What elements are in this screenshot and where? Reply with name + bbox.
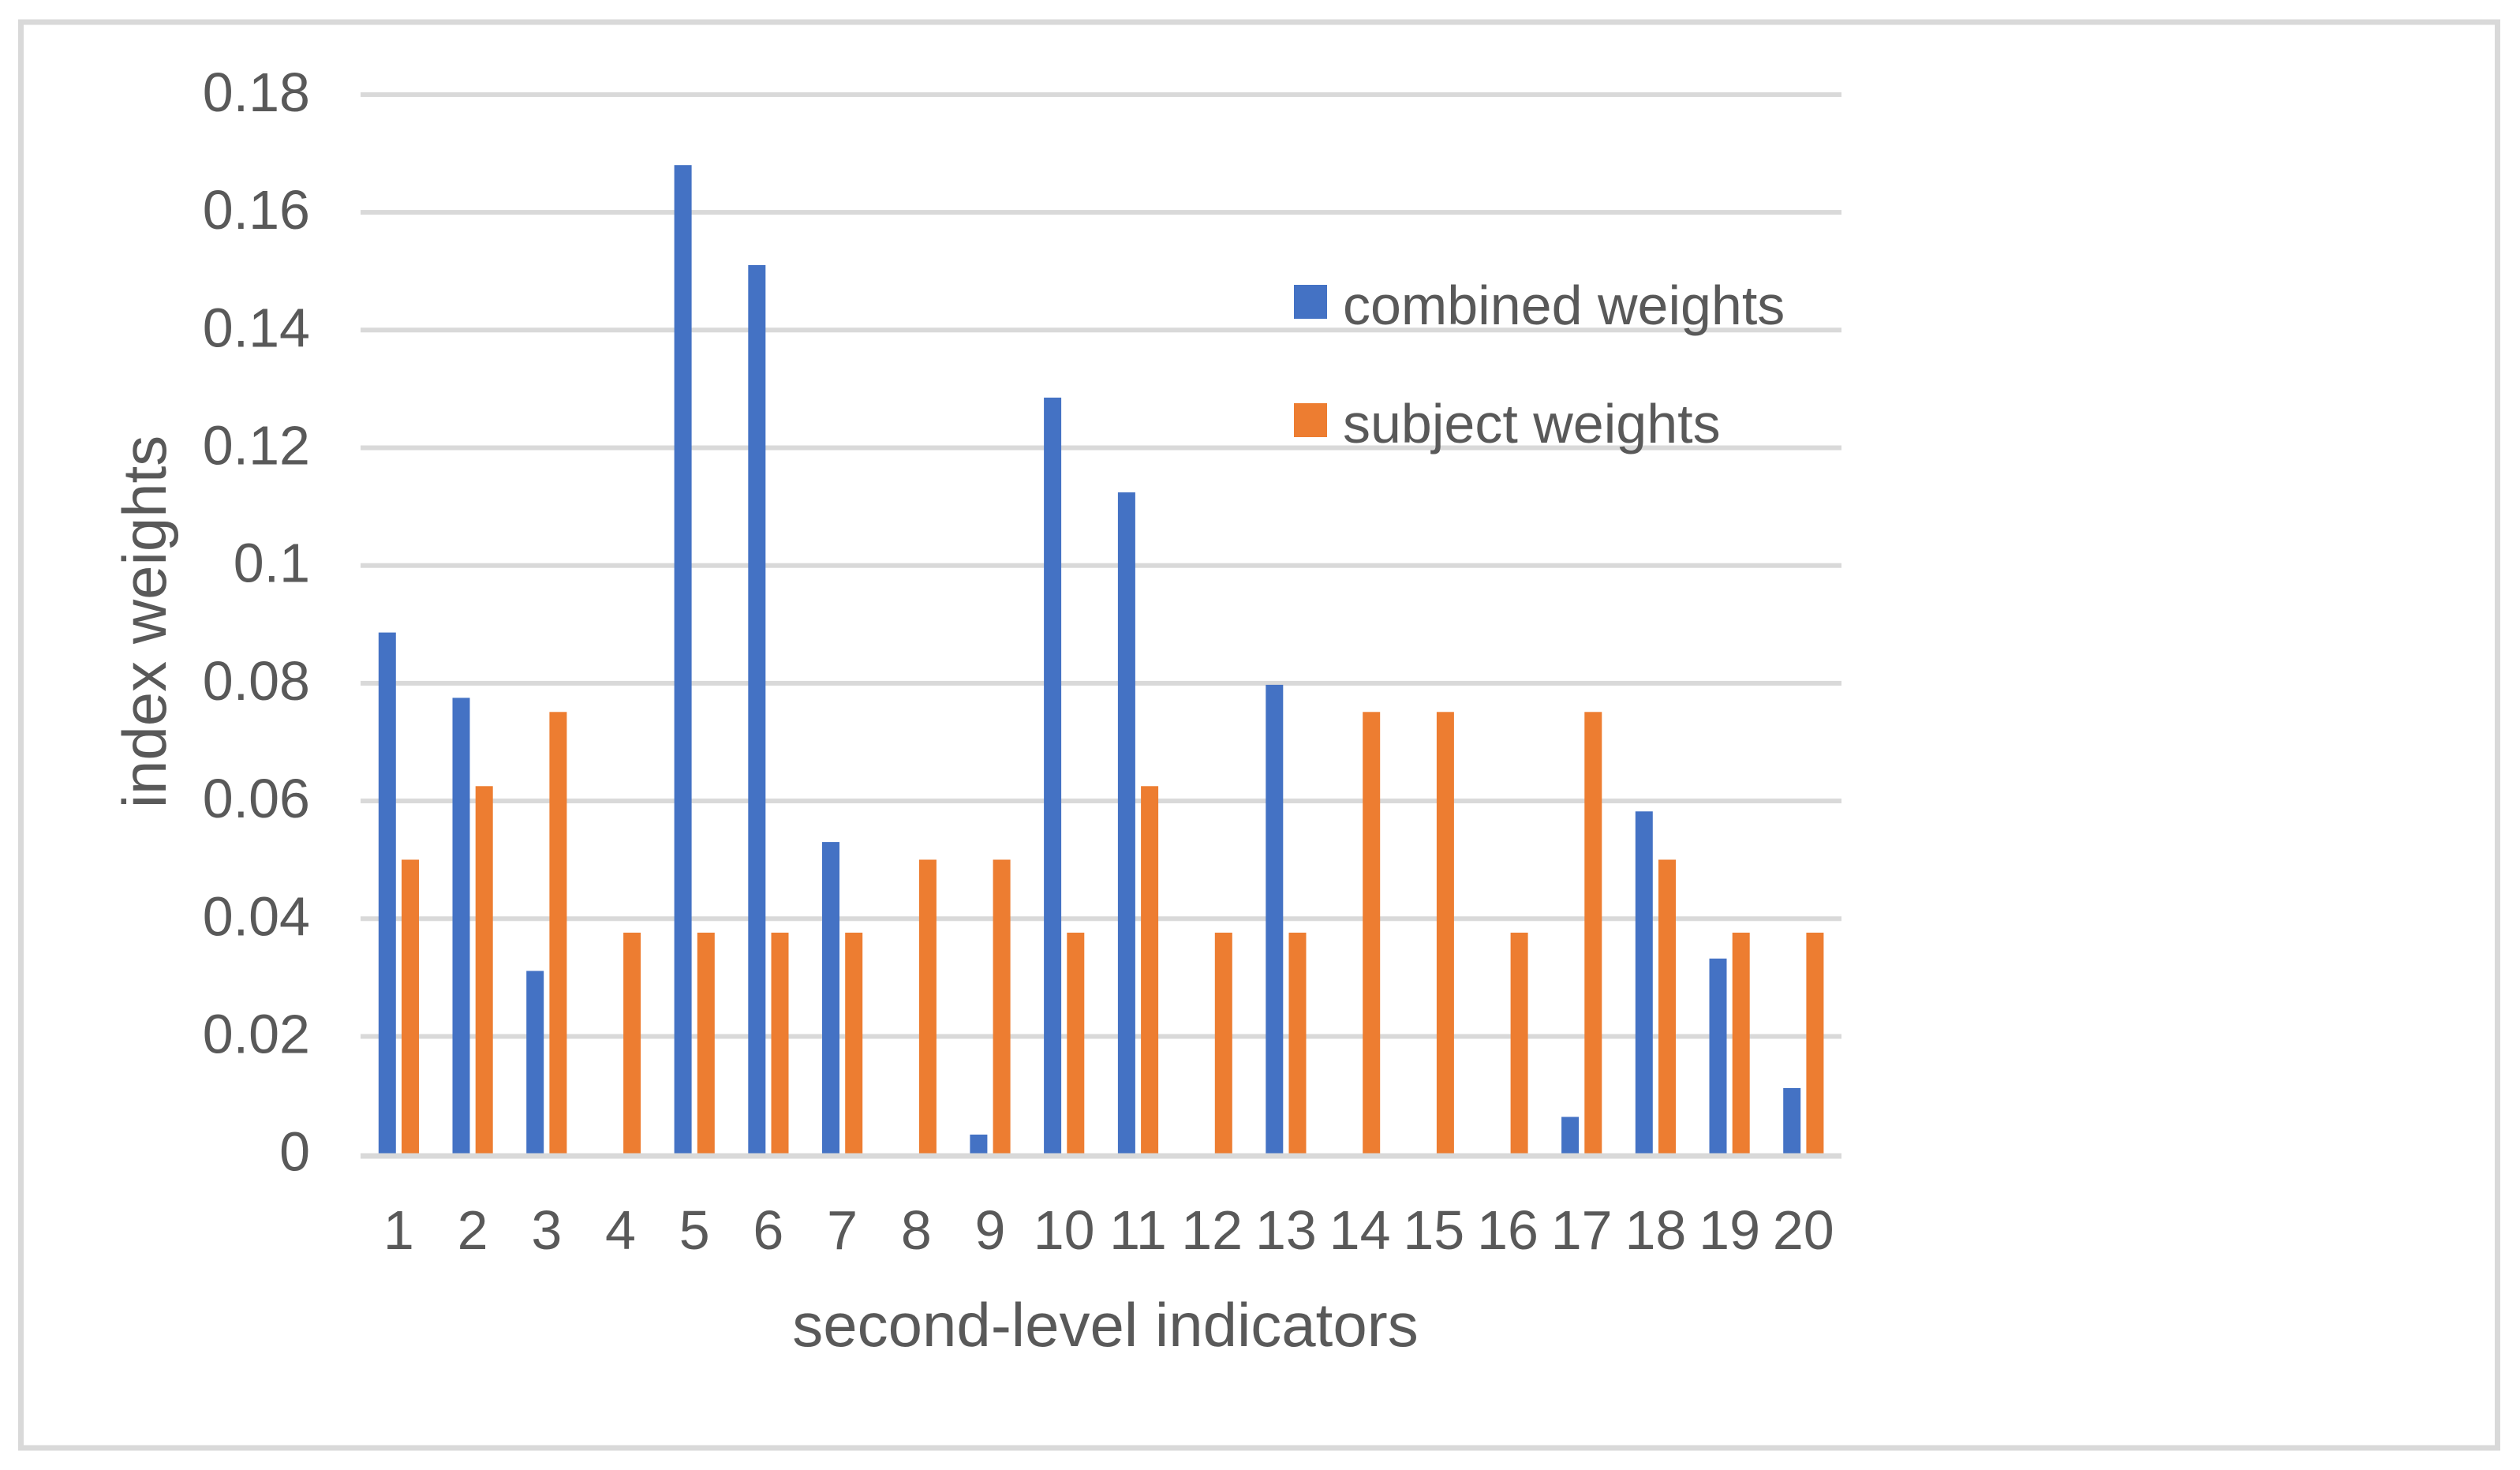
svg-text:0: 0 — [279, 1121, 310, 1183]
svg-text:11: 11 — [1109, 1199, 1167, 1261]
svg-text:2: 2 — [458, 1199, 488, 1261]
svg-text:0.02: 0.02 — [203, 1004, 310, 1065]
svg-text:4: 4 — [605, 1199, 636, 1261]
svg-text:combined weights: combined weights — [1343, 275, 1785, 336]
svg-text:0.16: 0.16 — [203, 179, 310, 241]
svg-text:6: 6 — [753, 1199, 783, 1261]
svg-text:0.12: 0.12 — [203, 415, 310, 477]
svg-text:5: 5 — [679, 1199, 710, 1261]
svg-text:0.08: 0.08 — [203, 650, 310, 712]
svg-text:0.04: 0.04 — [203, 885, 310, 947]
svg-text:14: 14 — [1329, 1199, 1391, 1261]
svg-text:3: 3 — [531, 1199, 562, 1261]
svg-text:0.14: 0.14 — [203, 297, 310, 358]
svg-text:7: 7 — [827, 1199, 858, 1261]
svg-text:13: 13 — [1255, 1199, 1317, 1261]
svg-text:0.1: 0.1 — [234, 533, 310, 594]
svg-text:8: 8 — [901, 1199, 932, 1261]
svg-text:20: 20 — [1773, 1199, 1834, 1261]
svg-text:9: 9 — [975, 1199, 1006, 1261]
svg-text:index weights: index weights — [110, 436, 179, 809]
svg-text:second-level indicators: second-level indicators — [792, 1290, 1418, 1360]
svg-text:subject weights: subject weights — [1343, 393, 1721, 454]
svg-text:17: 17 — [1551, 1199, 1613, 1261]
svg-text:0.18: 0.18 — [203, 62, 310, 123]
svg-text:12: 12 — [1181, 1199, 1243, 1261]
svg-text:19: 19 — [1699, 1199, 1760, 1261]
svg-text:18: 18 — [1625, 1199, 1686, 1261]
svg-text:0.06: 0.06 — [203, 768, 310, 829]
svg-text:15: 15 — [1403, 1199, 1464, 1261]
svg-text:10: 10 — [1034, 1199, 1095, 1261]
svg-text:16: 16 — [1477, 1199, 1539, 1261]
svg-text:1: 1 — [383, 1199, 414, 1261]
